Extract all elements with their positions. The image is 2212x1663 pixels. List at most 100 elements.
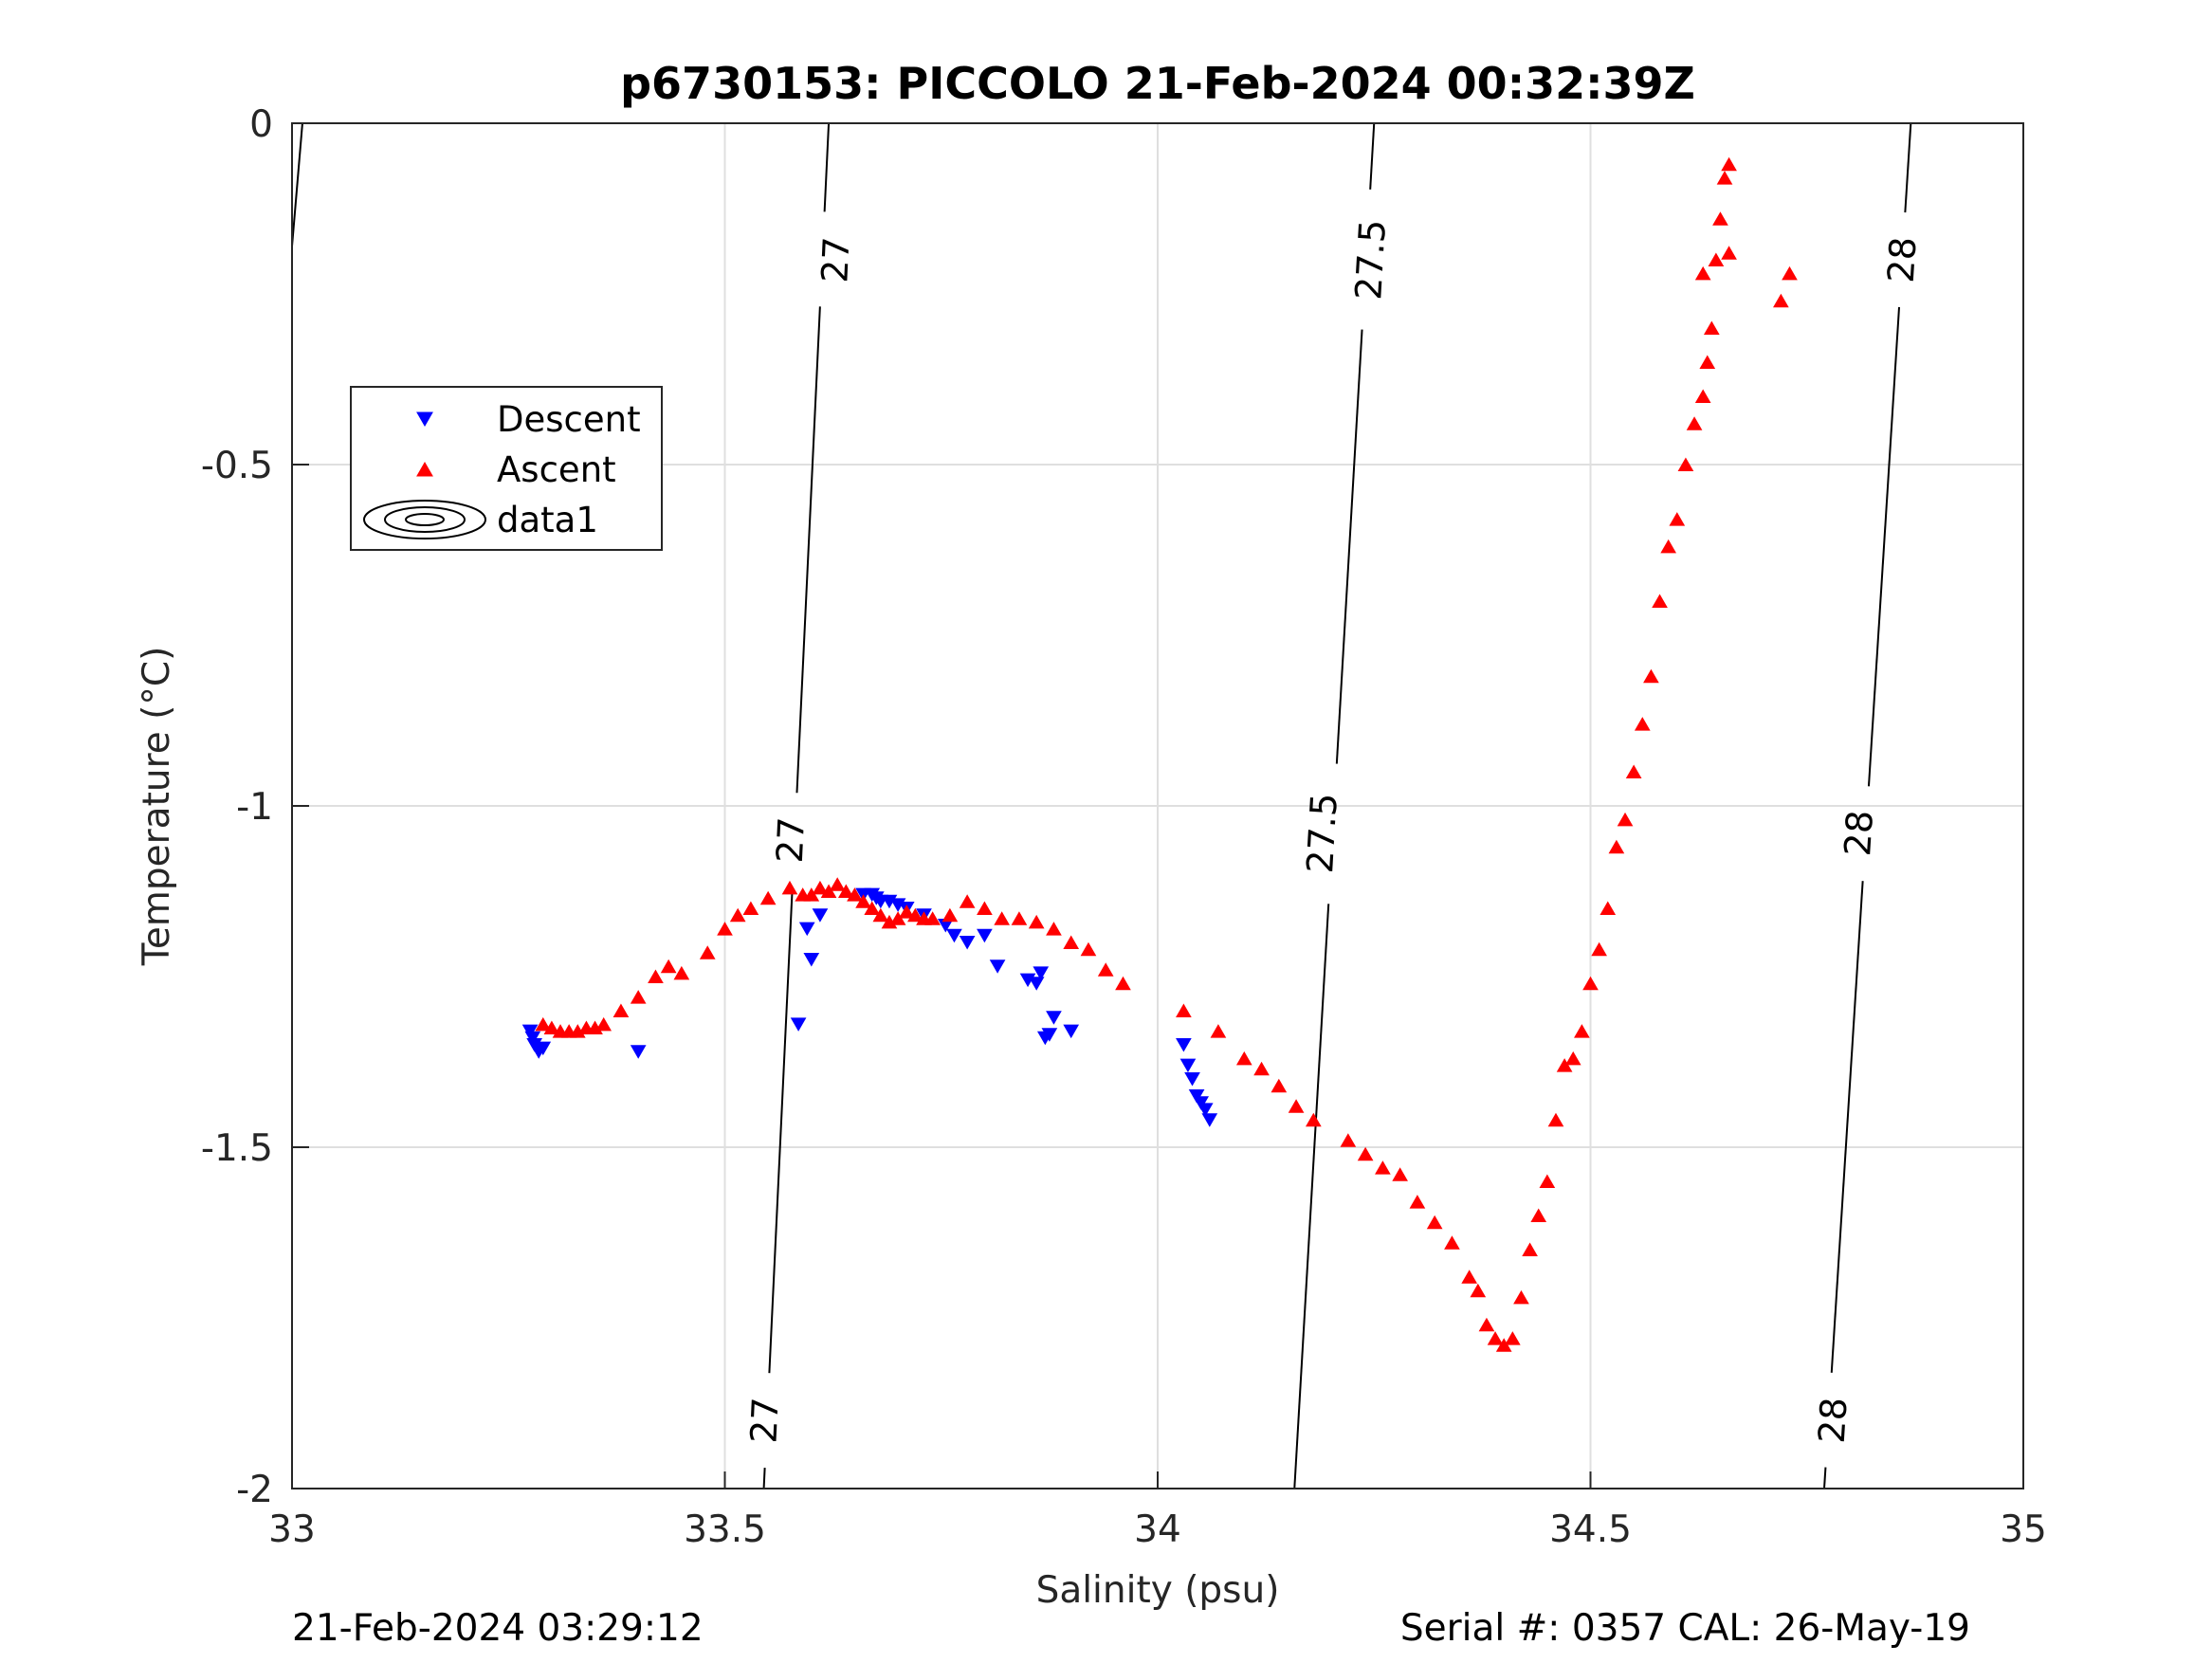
ascent-point: [1703, 320, 1720, 335]
descent-point: [1028, 977, 1045, 991]
descent-point: [989, 959, 1006, 974]
y-tick-label: -1: [236, 786, 273, 829]
ascent-point: [1582, 976, 1599, 991]
x-tick-label: 34.5: [1549, 1508, 1632, 1551]
ascent-point: [1375, 1160, 1391, 1175]
ascent-point: [1716, 171, 1733, 185]
ascent-point: [729, 907, 746, 923]
density-contour-line: [1867, 306, 1901, 787]
ascent-point: [543, 1020, 560, 1034]
ascent-point: [820, 884, 837, 898]
ascent-point: [1504, 1331, 1521, 1345]
footer-timestamp: 21-Feb-2024 03:29:12: [292, 1607, 704, 1650]
ascent-point: [837, 884, 854, 898]
ascent-point: [1608, 839, 1625, 854]
density-contour-line: [1830, 881, 1864, 1373]
contour-label: 28: [1837, 809, 1881, 857]
contour-label: 27: [769, 816, 813, 864]
density-contour-line: [1823, 1467, 1827, 1489]
ascent-point: [1487, 1331, 1504, 1345]
x-tick-label: 33: [268, 1508, 316, 1551]
descent-point: [1197, 1103, 1214, 1117]
legend-contour-swatch: [384, 506, 466, 533]
ascent-point: [535, 1016, 552, 1032]
density-contour-line: [768, 887, 794, 1374]
ascent-point: [759, 890, 777, 905]
ascent-point: [977, 901, 993, 915]
x-tick-label: 34: [1134, 1508, 1181, 1551]
ascent-point: [907, 907, 923, 923]
descent-point: [1176, 1038, 1192, 1052]
density-contour-line: [1293, 904, 1330, 1489]
ascent-point: [1677, 457, 1694, 471]
ascent-point: [1530, 1208, 1547, 1222]
series-descent: [521, 887, 1218, 1127]
ascent-point: [1210, 1024, 1227, 1038]
ascent-point: [673, 965, 690, 980]
ascent-point: [1235, 1051, 1252, 1066]
ascent-point: [1028, 914, 1045, 929]
ascent-point: [781, 880, 798, 895]
contour-layer: 27 27 27 27.5 27.5 28 28 28: [291, 122, 1925, 1489]
ascent-point: [1669, 512, 1686, 526]
ascent-point: [1340, 1133, 1357, 1147]
descent-point: [1188, 1089, 1205, 1104]
descent-point: [1063, 1024, 1080, 1039]
ascent-point: [1643, 668, 1659, 684]
ascent-point: [1046, 922, 1062, 936]
tick-layer: 33 33.5 34 34.5 35 0 -0.5 -1 -1.5 -2: [201, 103, 2047, 1551]
ascent-point: [889, 911, 906, 925]
y-tick-label: -0.5: [201, 445, 273, 487]
ascent-point: [1694, 265, 1711, 281]
ascent-point: [1539, 1174, 1556, 1188]
ascent-point: [1600, 901, 1617, 915]
descent-point: [798, 922, 815, 937]
contour-label: 28: [1811, 1396, 1856, 1444]
ascent-point: [829, 877, 846, 891]
density-contour-line: [823, 122, 831, 212]
ascent-point: [994, 911, 1010, 925]
ascent-point: [1470, 1283, 1487, 1298]
ascent-point: [1522, 1242, 1538, 1256]
descent-point: [1179, 1058, 1197, 1073]
ascent-point: [1444, 1235, 1460, 1250]
ascent-point: [1712, 211, 1728, 226]
y-tick-label: -2: [236, 1469, 273, 1511]
ascent-point: [1115, 976, 1131, 991]
contour-label: 27.5: [1347, 218, 1394, 301]
ascent-point: [1773, 293, 1789, 308]
ascent-point: [1591, 941, 1607, 957]
contour-label: 27: [814, 236, 857, 283]
density-contour-line: [1335, 329, 1363, 764]
legend-swatch-ascent: [416, 461, 433, 477]
descent-point: [803, 953, 820, 967]
density-contour-line: [1369, 122, 1376, 190]
ascent-point: [1625, 764, 1642, 778]
y-axis-label: Temperature (°C): [136, 647, 178, 967]
descent-point: [1041, 1028, 1058, 1042]
legend-contour-swatch: [405, 513, 445, 526]
ascent-point: [1495, 1338, 1512, 1352]
ascent-point: [1652, 594, 1668, 608]
ascent-point: [1063, 935, 1080, 949]
ascent-point: [1699, 355, 1716, 369]
ascent-point: [742, 901, 759, 915]
legend-contour-swatch: [363, 500, 486, 539]
contour-label: 27.5: [1299, 792, 1345, 874]
legend-swatch-descent: [416, 411, 433, 428]
ascent-point: [812, 880, 829, 895]
ascent-point: [1574, 1024, 1590, 1038]
footer-serial-cal: Serial #: 0357 CAL: 26-May-19: [1400, 1607, 1970, 1650]
ascent-point: [1721, 246, 1737, 260]
ascent-point: [612, 1003, 630, 1017]
series-ascent: [535, 156, 1798, 1352]
ascent-point: [630, 990, 647, 1004]
ascent-point: [1564, 1051, 1581, 1066]
ascent-point: [855, 894, 871, 908]
chart-title: p6730153: PICCOLO 21-Feb-2024 00:32:39Z: [620, 58, 1695, 109]
ascent-point: [803, 887, 820, 902]
ascent-point: [872, 907, 889, 923]
legend-label-descent: Descent: [497, 399, 641, 440]
